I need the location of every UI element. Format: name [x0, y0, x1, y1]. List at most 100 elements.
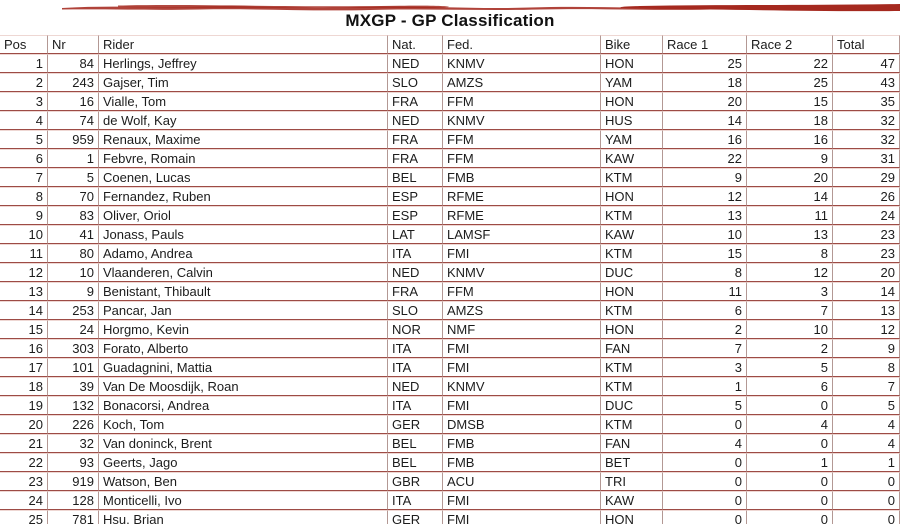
- cell-total: 23: [833, 244, 900, 263]
- cell-race2: 11: [747, 206, 833, 225]
- cell-rider: Monticelli, Ivo: [99, 491, 388, 510]
- cell-rider: Gajser, Tim: [99, 73, 388, 92]
- cell-rider: Jonass, Pauls: [99, 225, 388, 244]
- cell-total: 23: [833, 225, 900, 244]
- cell-nat: NED: [388, 377, 443, 396]
- cell-race1: 18: [663, 73, 747, 92]
- cell-bike: HON: [601, 510, 663, 524]
- cell-total: 4: [833, 415, 900, 434]
- cell-race2: 15: [747, 92, 833, 111]
- table-row: 7 5 Coenen, Lucas BEL FMB KTM 9 20 29: [0, 168, 900, 187]
- brush-stroke-graphic: [62, 4, 900, 12]
- cell-pos: 23: [0, 472, 48, 491]
- cell-race2: 0: [747, 472, 833, 491]
- cell-race2: 0: [747, 396, 833, 415]
- cell-nat: NED: [388, 263, 443, 282]
- cell-nr: 39: [48, 377, 99, 396]
- cell-fed: KNMV: [443, 54, 601, 73]
- cell-bike: KTM: [601, 415, 663, 434]
- cell-nat: ITA: [388, 358, 443, 377]
- cell-nr: 919: [48, 472, 99, 491]
- cell-total: 12: [833, 320, 900, 339]
- cell-race2: 14: [747, 187, 833, 206]
- table-row: 8 70 Fernandez, Ruben ESP RFME HON 12 14 26: [0, 187, 900, 206]
- cell-race1: 16: [663, 130, 747, 149]
- cell-rider: Oliver, Oriol: [99, 206, 388, 225]
- cell-bike: TRI: [601, 472, 663, 491]
- cell-total: 24: [833, 206, 900, 225]
- table-row: 11 80 Adamo, Andrea ITA FMI KTM 15 8 23: [0, 244, 900, 263]
- col-header-pos: Pos: [0, 35, 48, 54]
- cell-rider: Horgmo, Kevin: [99, 320, 388, 339]
- cell-bike: KTM: [601, 206, 663, 225]
- cell-nr: 74: [48, 111, 99, 130]
- cell-race1: 15: [663, 244, 747, 263]
- cell-nr: 70: [48, 187, 99, 206]
- cell-fed: FMI: [443, 510, 601, 524]
- cell-rider: Van doninck, Brent: [99, 434, 388, 453]
- cell-nr: 41: [48, 225, 99, 244]
- col-header-bike: Bike: [601, 35, 663, 54]
- cell-pos: 1: [0, 54, 48, 73]
- cell-bike: BET: [601, 453, 663, 472]
- cell-race1: 20: [663, 92, 747, 111]
- cell-nr: 10: [48, 263, 99, 282]
- cell-nr: 84: [48, 54, 99, 73]
- cell-race1: 0: [663, 453, 747, 472]
- table-row: 5 959 Renaux, Maxime FRA FFM YAM 16 16 32: [0, 130, 900, 149]
- cell-rider: Coenen, Lucas: [99, 168, 388, 187]
- classification-table: Pos Nr Rider Nat. Fed. Bike Race 1 Race 2 Total …: [0, 35, 900, 524]
- cell-fed: AMZS: [443, 301, 601, 320]
- table-row: 24 128 Monticelli, Ivo ITA FMI KAW 0 0 0: [0, 491, 900, 510]
- cell-nr: 83: [48, 206, 99, 225]
- cell-pos: 20: [0, 415, 48, 434]
- cell-pos: 2: [0, 73, 48, 92]
- cell-race1: 5: [663, 396, 747, 415]
- cell-pos: 6: [0, 149, 48, 168]
- cell-race1: 0: [663, 415, 747, 434]
- cell-race2: 5: [747, 358, 833, 377]
- cell-rider: Guadagnini, Mattia: [99, 358, 388, 377]
- table-row: 3 16 Vialle, Tom FRA FFM HON 20 15 35: [0, 92, 900, 111]
- cell-race2: 1: [747, 453, 833, 472]
- cell-nat: NED: [388, 111, 443, 130]
- cell-fed: DMSB: [443, 415, 601, 434]
- table-row: 14 253 Pancar, Jan SLO AMZS KTM 6 7 13: [0, 301, 900, 320]
- cell-total: 4: [833, 434, 900, 453]
- red-brush-stripe: [0, 0, 900, 12]
- cell-nat: NOR: [388, 320, 443, 339]
- cell-fed: RFME: [443, 187, 601, 206]
- cell-bike: KTM: [601, 377, 663, 396]
- cell-bike: HON: [601, 320, 663, 339]
- cell-total: 0: [833, 510, 900, 524]
- cell-race2: 12: [747, 263, 833, 282]
- table-row: 10 41 Jonass, Pauls LAT LAMSF KAW 10 13 23: [0, 225, 900, 244]
- cell-pos: 21: [0, 434, 48, 453]
- table-row: 19 132 Bonacorsi, Andrea ITA FMI DUC 5 0 5: [0, 396, 900, 415]
- cell-nat: FRA: [388, 130, 443, 149]
- cell-nr: 303: [48, 339, 99, 358]
- cell-pos: 13: [0, 282, 48, 301]
- table-row: 2 243 Gajser, Tim SLO AMZS YAM 18 25 43: [0, 73, 900, 92]
- col-header-total: Total: [833, 35, 900, 54]
- cell-race2: 6: [747, 377, 833, 396]
- cell-rider: Geerts, Jago: [99, 453, 388, 472]
- cell-race2: 8: [747, 244, 833, 263]
- cell-pos: 19: [0, 396, 48, 415]
- cell-nat: ESP: [388, 187, 443, 206]
- cell-rider: Vlaanderen, Calvin: [99, 263, 388, 282]
- cell-total: 1: [833, 453, 900, 472]
- cell-rider: Renaux, Maxime: [99, 130, 388, 149]
- cell-race2: 25: [747, 73, 833, 92]
- table-row: 17 101 Guadagnini, Mattia ITA FMI KTM 3 5 8: [0, 358, 900, 377]
- cell-race2: 3: [747, 282, 833, 301]
- cell-total: 5: [833, 396, 900, 415]
- cell-nat: ITA: [388, 244, 443, 263]
- cell-nat: BEL: [388, 434, 443, 453]
- cell-pos: 8: [0, 187, 48, 206]
- cell-total: 9: [833, 339, 900, 358]
- cell-pos: 22: [0, 453, 48, 472]
- cell-nat: FRA: [388, 149, 443, 168]
- cell-bike: KAW: [601, 225, 663, 244]
- cell-nat: GER: [388, 415, 443, 434]
